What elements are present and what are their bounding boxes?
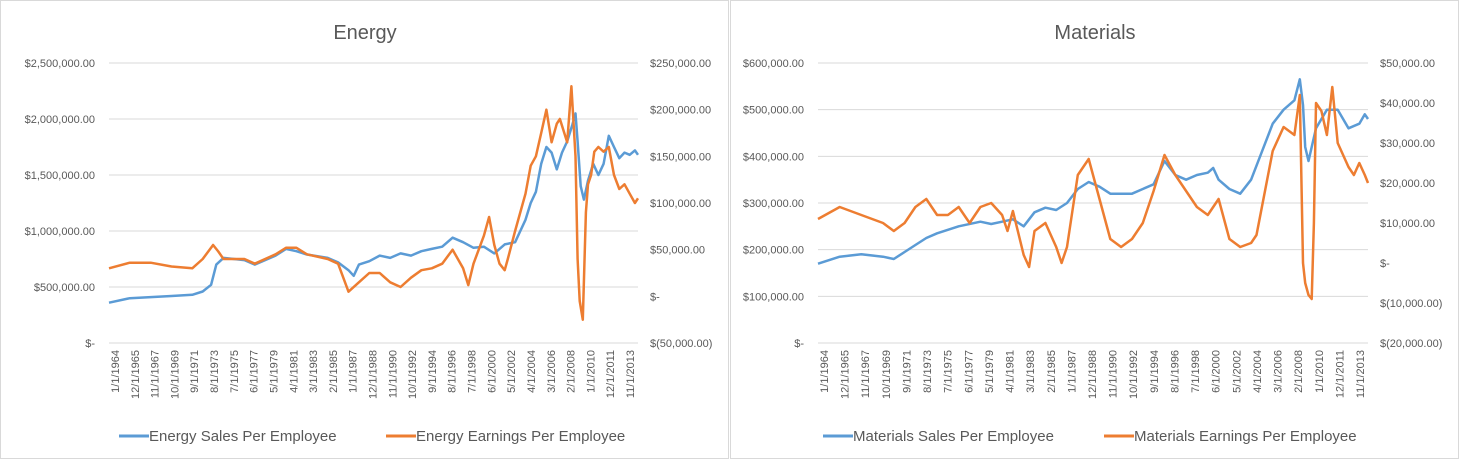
materials-series-line-sales [817,78,1370,265]
energy-x-tick-label: 4/1/1981 [288,350,300,393]
materials-y-left-tick-label: $200,000.00 [743,245,804,257]
materials-x-tick-label: 12/1/2011 [1334,350,1346,398]
materials-y-right-tick-label: $(10,000.00) [1380,298,1442,310]
energy-x-tick-label: 3/1/1983 [308,350,320,393]
energy-chart: Energy $- $500,000.00 $1,000,000.00 $1,500,0… [1,1,712,445]
energy-x-tick-label: 8/1/1996 [447,350,459,393]
energy-legend-label: Energy Earnings Per Employee [416,428,625,445]
materials-x-tick-label: 11/1/1990 [1108,350,1120,398]
energy-x-tick-label: 11/1/2013 [625,350,637,398]
materials-x-tick-label: 3/1/1983 [1025,350,1037,393]
materials-x-tick-label: 12/1/1988 [1087,350,1099,399]
materials-x-tick-label: 8/1/1996 [1169,350,1181,393]
materials-y-right-tick-label: $40,000.00 [1380,98,1435,110]
energy-y-left-tick-label: $500,000.00 [34,282,95,294]
materials-x-tick-label: 2/1/2008 [1293,350,1305,393]
energy-x-tick-label: 12/1/1988 [368,350,380,399]
materials-chart-title: Materials [1054,22,1135,44]
materials-x-tick-label: 11/1/1967 [860,350,872,398]
materials-y-left-tick-label: $600,000.00 [743,58,804,70]
energy-x-tick-label: 5/1/1979 [268,350,280,393]
materials-series-line-earnings [817,85,1370,301]
materials-x-tick-label: 3/1/2006 [1273,350,1285,393]
materials-legend-label: Materials Earnings Per Employee [1134,428,1357,445]
energy-y-right-tick-label: $100,000.00 [650,198,711,210]
energy-x-tick-label: 12/1/2011 [605,350,617,398]
materials-x-tick-label: 2/1/1985 [1046,350,1058,393]
energy-x-tick-label: 8/1/1973 [209,350,221,393]
energy-x-tick-label: 11/1/1990 [387,350,399,398]
materials-x-tick-label: 1/1/2010 [1314,350,1326,393]
materials-y-left-tick-label: $500,000.00 [743,105,804,117]
energy-x-tick-label: 3/1/2006 [546,350,558,393]
materials-y-left-tick-label: $400,000.00 [743,151,804,163]
energy-y-right-tick-label: $50,000.00 [650,245,705,257]
materials-x-tick-label: 5/1/1979 [984,350,996,393]
materials-x-tick-label: 11/1/2013 [1355,350,1367,398]
materials-y-right-tick-label: $(20,000.00) [1380,338,1442,350]
energy-x-tick-label: 2/1/1985 [328,350,340,393]
energy-y-right-tick-label: $(50,000.00) [650,338,712,350]
materials-y-left-tick-label: $- [794,338,804,350]
materials-x-tick-label: 1/1/1987 [1066,350,1078,393]
energy-x-tick-label: 9/1/1971 [189,350,201,393]
materials-x-tick-label: 10/1/1969 [881,350,893,399]
energy-y-right-tick-label: $- [650,291,660,303]
materials-y-right-tick-label: $10,000.00 [1380,218,1435,230]
materials-x-tick-label: 5/1/2002 [1231,350,1243,393]
energy-x-tick-label: 6/1/2000 [486,350,498,393]
materials-x-tick-label: 7/1/1998 [1190,350,1202,393]
energy-chart-panel: Energy $- $500,000.00 $1,000,000.00 $1,500,0… [0,0,729,459]
energy-y-right-tick-label: $250,000.00 [650,58,711,70]
energy-x-tick-label: 6/1/1977 [249,350,261,393]
energy-x-tick-label: 1/1/1964 [110,350,122,393]
materials-y-right-tick-label: $20,000.00 [1380,178,1435,190]
energy-y-left-tick-label: $2,500,000.00 [25,58,95,70]
energy-x-tick-label: 5/1/2002 [506,350,518,393]
energy-y-left-tick-label: $1,000,000.00 [25,226,95,238]
materials-x-tick-label: 1/1/1964 [819,350,831,393]
materials-x-tick-label: 6/1/1977 [963,350,975,393]
materials-chart-panel: Materials $- $100,000.00 $200,000.00 $300,00… [730,0,1459,459]
energy-x-tick-label: 4/1/2004 [526,350,538,393]
energy-x-tick-label: 10/1/1969 [169,350,181,399]
materials-x-tick-label: 8/1/1973 [922,350,934,393]
materials-x-tick-label: 7/1/1975 [943,350,955,393]
materials-chart: Materials $- $100,000.00 $200,000.00 $300,00… [731,1,1442,445]
energy-x-tick-label: 7/1/1975 [229,350,241,393]
materials-y-right-tick-label: $- [1380,258,1390,270]
energy-y-right-tick-label: $200,000.00 [650,105,711,117]
energy-series-line-earnings [108,85,640,321]
materials-y-right-tick-label: $50,000.00 [1380,58,1435,70]
energy-x-tick-label: 10/1/1992 [407,350,419,399]
materials-x-tick-label: 6/1/2000 [1211,350,1223,393]
materials-y-left-tick-label: $100,000.00 [743,291,804,303]
materials-x-tick-label: 9/1/1994 [1149,350,1161,393]
energy-x-tick-label: 9/1/1994 [427,350,439,393]
materials-x-tick-label: 4/1/2004 [1252,350,1264,393]
energy-x-tick-label: 7/1/1998 [467,350,479,393]
energy-chart-title: Energy [333,22,396,44]
energy-x-tick-label: 12/1/1965 [130,350,142,399]
energy-series-line-sales [108,112,640,304]
materials-x-tick-label: 4/1/1981 [1005,350,1017,393]
energy-y-left-tick-label: $2,000,000.00 [25,114,95,126]
energy-y-right-tick-label: $150,000.00 [650,151,711,163]
energy-x-tick-label: 11/1/1967 [150,350,162,398]
energy-x-tick-label: 2/1/2008 [566,350,578,393]
energy-x-tick-label: 1/1/2010 [585,350,597,393]
materials-x-tick-label: 9/1/1971 [901,350,913,393]
materials-x-tick-label: 10/1/1992 [1128,350,1140,399]
energy-y-left-tick-label: $- [85,338,95,350]
materials-y-left-tick-label: $300,000.00 [743,198,804,210]
materials-legend-label: Materials Sales Per Employee [853,428,1054,445]
energy-y-left-tick-label: $1,500,000.00 [25,170,95,182]
energy-legend-label: Energy Sales Per Employee [149,428,337,445]
materials-x-tick-label: 12/1/1965 [840,350,852,399]
materials-y-right-tick-label: $30,000.00 [1380,138,1435,150]
energy-x-tick-label: 1/1/1987 [348,350,360,393]
